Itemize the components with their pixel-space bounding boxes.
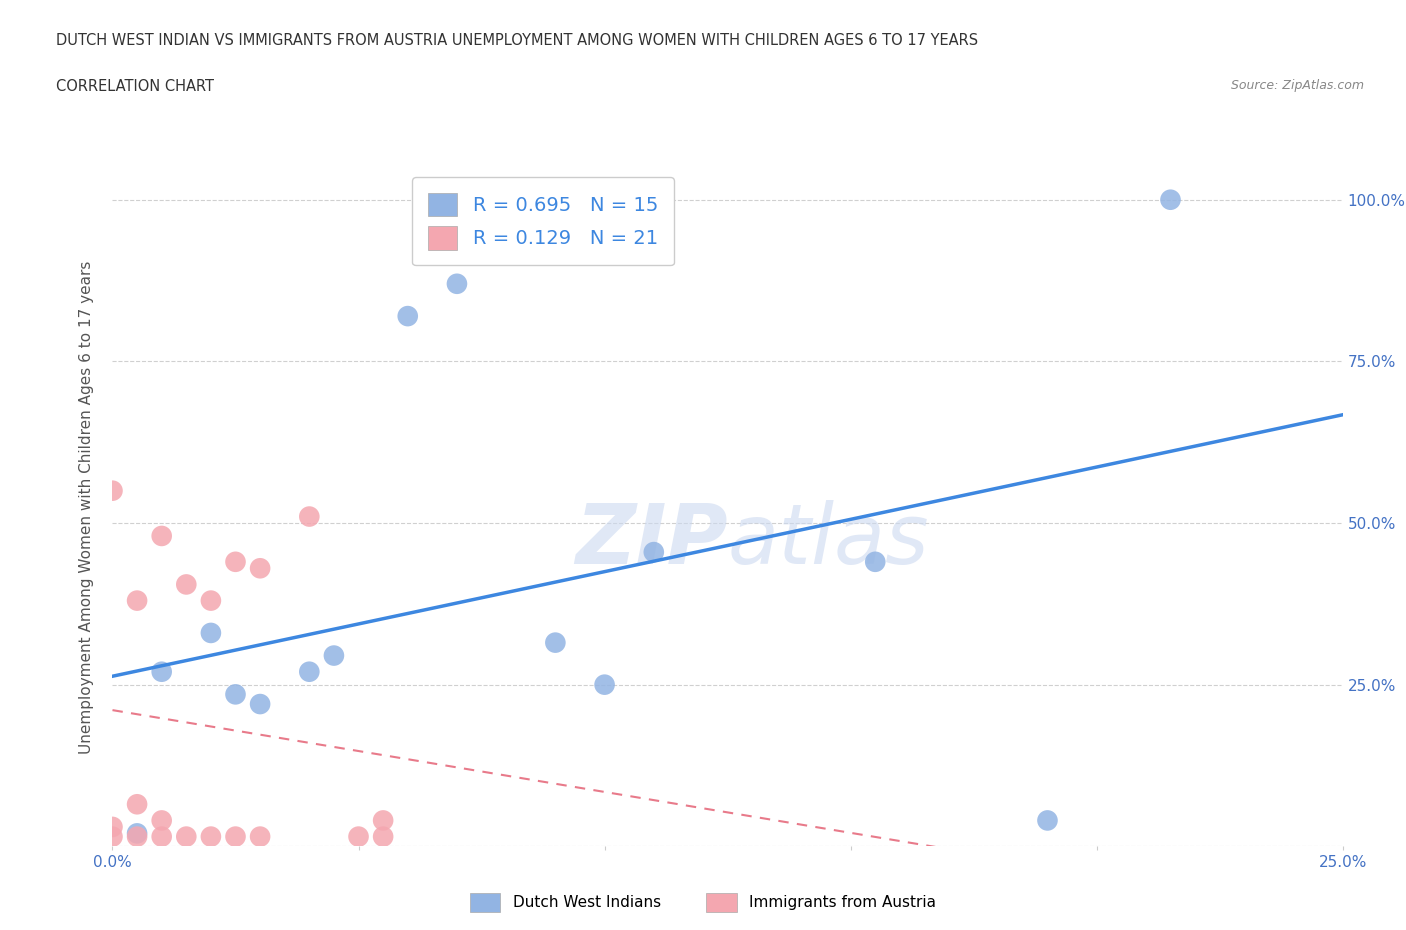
Point (1159, 193, 1181, 207)
Y-axis label: Unemployment Among Women with Children Ages 6 to 17 years: Unemployment Among Women with Children A… (79, 260, 94, 753)
Text: CORRELATION CHART: CORRELATION CHART (56, 79, 214, 94)
Point (200, 830, 222, 844)
Point (371, 830, 394, 844)
Legend: R = 0.695   N = 15, R = 0.129   N = 21: R = 0.695 N = 15, R = 0.129 N = 21 (412, 177, 673, 265)
Point (174, 577, 197, 591)
Point (593, 677, 616, 692)
Point (174, 830, 197, 844)
Point (347, 830, 370, 844)
Point (396, 309, 419, 324)
Point (127, 826, 149, 841)
Point (323, 648, 346, 663)
Point (298, 509, 321, 524)
Point (127, 830, 149, 844)
Point (225, 830, 247, 844)
Point (1036, 813, 1059, 828)
Point (298, 664, 321, 679)
Point (150, 664, 173, 679)
Point (101, 484, 124, 498)
Point (249, 830, 271, 844)
Point (127, 797, 149, 812)
Point (249, 561, 271, 576)
Point (371, 813, 394, 828)
Point (200, 593, 222, 608)
Point (150, 830, 173, 844)
Point (544, 635, 567, 650)
Text: Source: ZipAtlas.com: Source: ZipAtlas.com (1230, 79, 1364, 92)
Point (446, 276, 468, 291)
Point (225, 554, 247, 569)
Point (101, 830, 124, 844)
Text: DUTCH WEST INDIAN VS IMMIGRANTS FROM AUSTRIA UNEMPLOYMENT AMONG WOMEN WITH CHILD: DUTCH WEST INDIAN VS IMMIGRANTS FROM AUS… (56, 33, 979, 47)
Point (863, 554, 887, 569)
Text: atlas: atlas (728, 500, 929, 581)
Point (200, 626, 222, 641)
Text: ZIP: ZIP (575, 500, 728, 581)
Point (150, 528, 173, 543)
Point (127, 593, 149, 608)
Point (249, 697, 271, 711)
Point (643, 545, 665, 560)
Point (150, 813, 173, 828)
Point (225, 687, 247, 702)
Point (101, 819, 124, 834)
Legend: Dutch West Indians, Immigrants from Austria: Dutch West Indians, Immigrants from Aust… (464, 887, 942, 918)
